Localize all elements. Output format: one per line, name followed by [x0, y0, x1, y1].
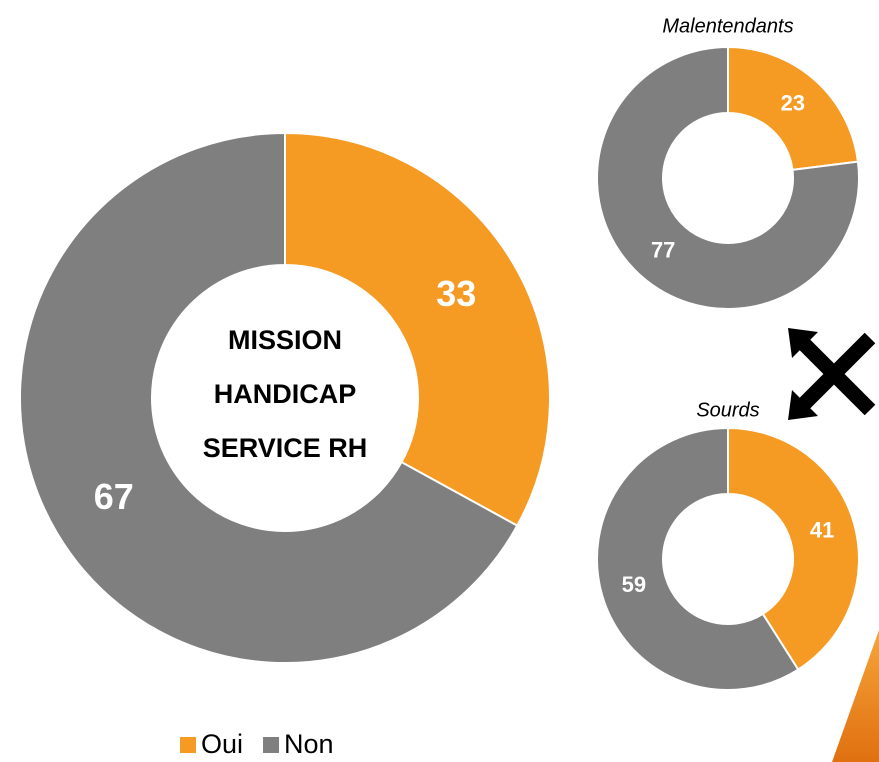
data-label: 41	[810, 517, 834, 542]
legend-label: Oui	[201, 729, 243, 759]
center-text: SERVICE RH	[203, 433, 368, 463]
data-label: 59	[622, 572, 646, 597]
legend-label: Non	[284, 729, 334, 759]
chart: 33 67 MISSION HANDICAP SERVICE RH Oui Non 23 77 M…	[0, 0, 879, 762]
legend-swatch	[263, 737, 279, 753]
chart-title: Malentendants	[662, 15, 793, 37]
decoration	[832, 630, 879, 762]
data-label: 23	[781, 90, 805, 115]
data-label: 77	[651, 237, 675, 262]
center-text: MISSION	[228, 325, 342, 355]
center-text: HANDICAP	[214, 379, 357, 409]
data-label: 33	[436, 273, 476, 314]
chart-title: Sourds	[696, 399, 759, 421]
legend-swatch	[180, 737, 196, 753]
cross-icon	[788, 328, 870, 420]
data-label: 67	[94, 476, 134, 517]
